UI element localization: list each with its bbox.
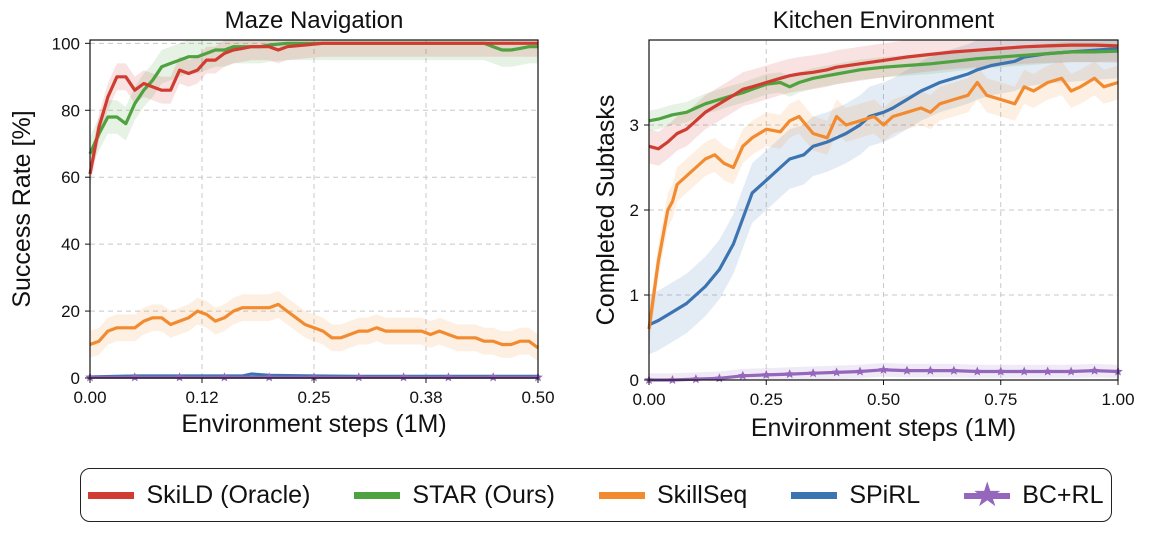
x-tick-label: 0.00 [73,388,106,407]
series-point-bcrl [1089,365,1100,375]
y-tick-label: 100 [52,34,80,53]
y-tick-label: 40 [61,235,80,254]
band-spirl [649,40,1118,355]
series-point-bcrl [808,368,818,378]
star-marker-icon: ★ [964,478,1011,512]
legend-label-skillseq: SkillSeq [657,480,748,509]
legend-item-skild: SkiLD (Oracle) [88,481,310,510]
series-point-bcrl [130,372,140,382]
y-tick-label: 0 [71,369,80,388]
series-point-bcrl [219,372,230,382]
x-axis-label: Environment steps (1M) [751,414,1016,442]
band-star [90,40,538,171]
series-point-bcrl [949,365,959,375]
series-point-bcrl [925,365,936,375]
legend-swatch-skild [88,491,135,499]
series-point-bcrl [1066,366,1076,376]
series-point-bcrl [309,372,319,382]
legend-swatch-star [354,491,401,499]
series-point-bcrl [1042,366,1053,376]
series-line-spirl [648,46,1119,327]
legend-label-bcrl: BC+RL [1022,480,1104,509]
series-point-bcrl [443,372,454,382]
series-point-bcrl [174,372,185,382]
series-point-bcrl [902,365,912,375]
legend-item-spirl: SPiRL [791,481,920,510]
legend-item-skillseq: SkillSeq [599,481,747,510]
series-line-skild [88,41,538,175]
x-tick-label: 0.75 [984,390,1017,409]
y-tick-label: 20 [61,302,80,321]
x-tick-label: 0.50 [867,390,900,409]
legend-item-star: STAR (Ours) [354,481,555,510]
y-axis-label: Success Rate [%] [8,110,36,307]
y-axis-label: Completed Subtasks [592,95,620,326]
series-point-bcrl [738,370,748,380]
y-tick-label: 60 [61,168,80,187]
band-skild [649,40,1118,166]
x-tick-label: 0.50 [521,388,554,407]
legend-swatch-spirl [791,491,838,499]
series-point-bcrl [972,366,983,376]
series-line-star [648,49,1119,123]
series-point-bcrl [831,367,842,377]
series-point-bcrl [996,366,1006,376]
legend-label-spirl: SPiRL [849,480,921,509]
series-point-bcrl [264,372,274,382]
y-tick-label: 3 [630,116,639,135]
x-axis-label: Environment steps (1M) [181,410,446,438]
x-tick-label: 0.12 [185,388,218,407]
series-point-bcrl [354,372,364,382]
band-skild [90,40,538,188]
legend-item-bcrl: ★ BC+RL [964,478,1104,512]
series-point-bcrl [761,369,771,379]
x-tick-label: 1.00 [1101,390,1134,409]
legend: SkiLD (Oracle) STAR (Ours) SkillSeq SPiR… [80,468,1112,522]
series-point-bcrl [784,369,795,379]
x-tick-label: 0.25 [297,388,330,407]
kitchen-environment-plot: 0.00 0.25 0.50 0.75 1.00 0 1 2 3 Kitchen Environm… [592,7,1135,442]
legend-swatch-skillseq [599,491,645,499]
legend-label-star: STAR (Ours) [412,480,555,509]
maze-navigation-plot: 0.00 0.12 0.25 0.38 0.50 0 20 40 60 80 100 Maze Nav… [8,7,555,438]
series-point-bcrl [488,372,498,382]
series-point-bcrl [1019,366,1029,376]
y-tick-label: 0 [630,371,639,390]
series-line-skild [648,43,1119,151]
series-point-bcrl [398,372,409,382]
x-tick-label: 0.25 [750,390,783,409]
series-line-skillseq [647,76,1119,330]
y-tick-label: 80 [61,101,80,120]
y-tick-label: 1 [630,286,639,305]
legend-label-skild: SkiLD (Oracle) [146,480,311,509]
x-tick-label: 0.38 [409,388,442,407]
y-tick-label: 2 [630,201,639,220]
series-line-skillseq [89,302,539,350]
band-skillseq [649,61,1118,347]
series-point-bcrl [878,364,889,374]
x-tick-label: 0.00 [632,390,665,409]
chart-title: Maze Navigation [225,7,404,34]
chart-title: Kitchen Environment [773,7,995,34]
series-point-bcrl [691,374,701,384]
series-point-bcrl [855,366,865,376]
